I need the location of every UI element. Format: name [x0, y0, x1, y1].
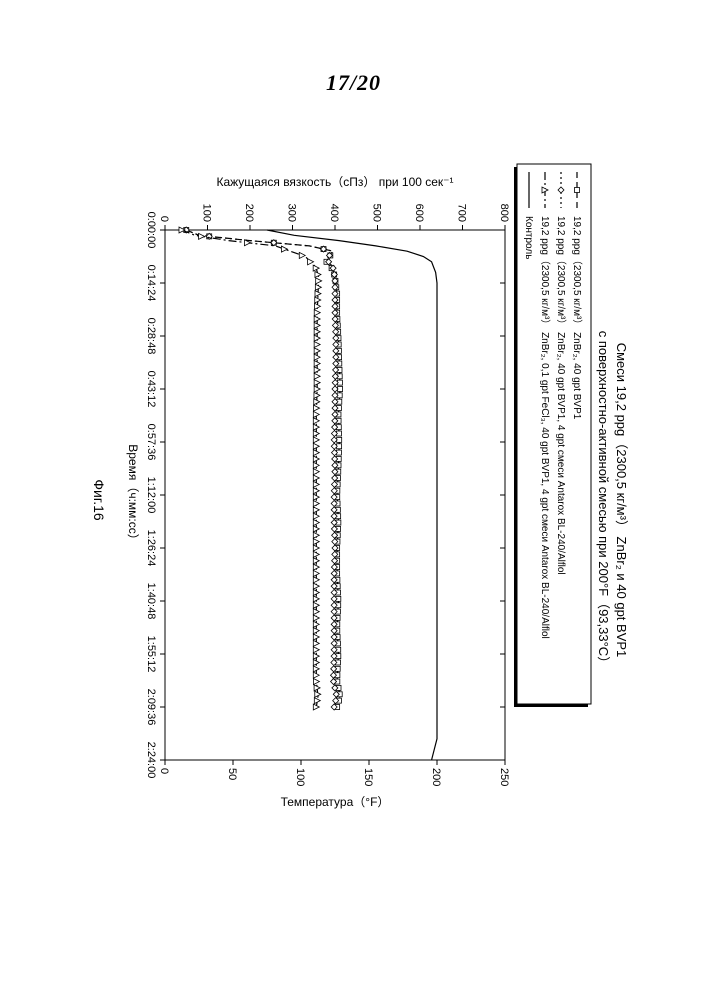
legend-entry: 19,2 ppg（2300,5 кг/м³） ZnBr₂, 40 gpt BVP… — [570, 216, 582, 420]
legend-entry: Контроль — [522, 216, 533, 259]
y-right-axis-label: Температура（°F） — [280, 795, 389, 809]
figure-caption: Фиг.16 — [90, 80, 106, 920]
chart-svg: 19,2 ppg（2300,5 кг/м³） ZnBr₂, 40 gpt BVP… — [114, 160, 594, 840]
svg-text:0: 0 — [157, 768, 169, 774]
svg-text:150: 150 — [361, 768, 373, 786]
svg-text:0:00:00: 0:00:00 — [144, 212, 156, 249]
svg-text:200: 200 — [429, 768, 441, 786]
legend-entry: 19,2 ppg（2300,5 кг/м³） ZnBr₂, 40 gpt BVP… — [554, 216, 566, 575]
y-left-axis-label: Кажущаяся вязкость（сПз） при 100 сек⁻¹ — [216, 175, 453, 189]
svg-text:800: 800 — [497, 204, 509, 222]
figure-landscape-wrap: Смеси 19,2 ppg（2300,5 кг/м³） ZnBr₂ и 40 … — [74, 80, 634, 920]
svg-text:500: 500 — [370, 204, 382, 222]
svg-text:100: 100 — [200, 204, 212, 222]
chart-title-line1: Смеси 19,2 ppg（2300,5 кг/м³） ZnBr₂ и 40 … — [614, 343, 629, 658]
svg-text:1:55:12: 1:55:12 — [144, 636, 156, 673]
chart-title-line2: с поверхностно-активной смесью при 200°F… — [596, 331, 611, 669]
svg-text:0:57:36: 0:57:36 — [144, 424, 156, 461]
svg-text:700: 700 — [455, 204, 467, 222]
svg-text:2:24:00: 2:24:00 — [144, 742, 156, 779]
svg-text:0: 0 — [157, 216, 169, 222]
svg-text:100: 100 — [293, 768, 305, 786]
svg-text:600: 600 — [412, 204, 424, 222]
svg-text:400: 400 — [327, 204, 339, 222]
x-axis-label: Время（ч:мм:сс） — [125, 444, 139, 546]
legend-entry: 19,2 ppg（2300,5 кг/м³） ZnBr₂, 0,1 gpt Fe… — [538, 216, 550, 639]
series-c — [181, 230, 318, 707]
svg-text:0:14:24: 0:14:24 — [144, 265, 156, 302]
page: 17/20 Смеси 19,2 ppg（2300,5 кг/м³） ZnBr₂… — [0, 0, 707, 1000]
svg-text:0:28:48: 0:28:48 — [144, 318, 156, 355]
svg-text:1:26:24: 1:26:24 — [144, 530, 156, 567]
svg-text:250: 250 — [497, 768, 509, 786]
svg-text:200: 200 — [242, 204, 254, 222]
svg-text:50: 50 — [225, 768, 237, 780]
svg-text:0:43:12: 0:43:12 — [144, 371, 156, 408]
chart-title: Смеси 19,2 ppg（2300,5 кг/м³） ZnBr₂ и 40 … — [594, 80, 629, 920]
temperature — [266, 230, 436, 760]
svg-text:1:12:00: 1:12:00 — [144, 477, 156, 514]
svg-text:2:09:36: 2:09:36 — [144, 689, 156, 726]
svg-text:1:40:48: 1:40:48 — [144, 583, 156, 620]
svg-text:300: 300 — [285, 204, 297, 222]
